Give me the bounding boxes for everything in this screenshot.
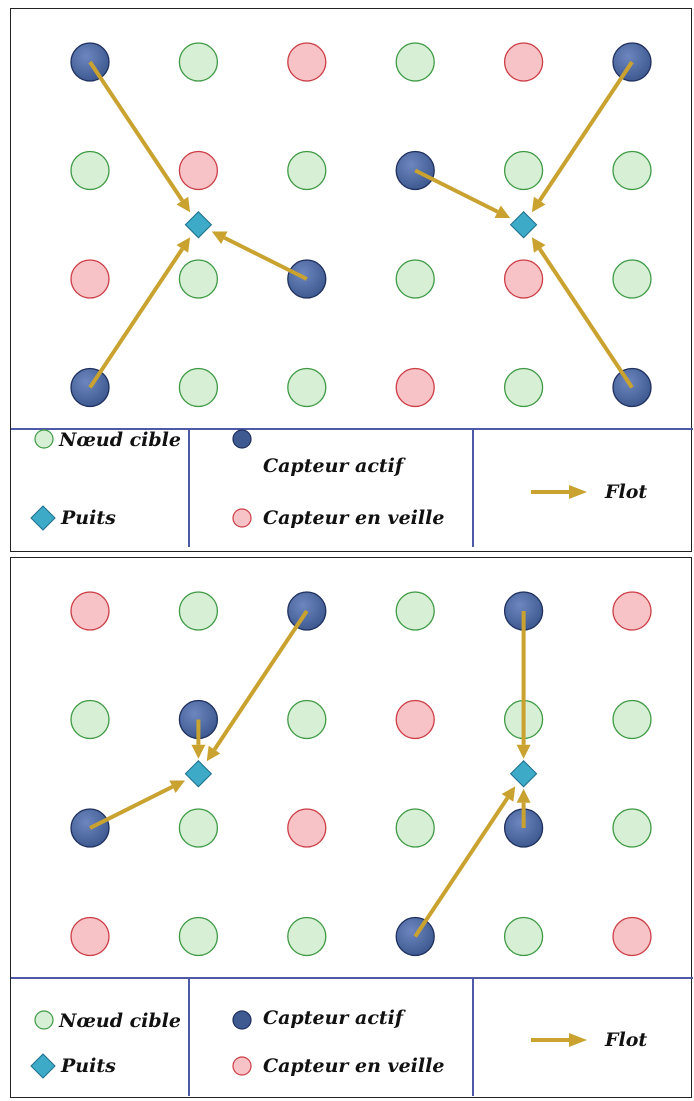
sleep-sensor	[503, 259, 544, 299]
target-node	[395, 591, 435, 631]
flow-arrow	[211, 231, 308, 281]
flow-arrow	[191, 719, 206, 759]
target-node	[503, 367, 544, 408]
sleep-sensor-icon	[232, 1056, 252, 1076]
sleep-sensor	[612, 591, 652, 631]
sleep-sensor	[287, 808, 327, 848]
diagram-2-canvas: Nœud cible Puits Capteur actif Capteur e…	[11, 591, 693, 1096]
flow-arrow	[89, 780, 185, 830]
diagram-2-nodes	[70, 591, 652, 957]
target-node	[178, 367, 219, 408]
flow-arrow	[516, 788, 531, 828]
target-node	[612, 150, 652, 191]
sleep-sensor	[395, 367, 435, 408]
target-node	[395, 42, 435, 82]
sleep-sensor	[503, 42, 544, 82]
legend-flow-label: Flot	[604, 1029, 647, 1051]
diagram-1-canvas: Nœud cible Puits Capteur actif Capteur e…	[11, 42, 693, 547]
diagram-1-flows	[88, 60, 634, 389]
diagram-2-sinks	[184, 760, 538, 788]
target-node	[70, 699, 110, 740]
flow-arrow-icon	[531, 485, 587, 499]
flow-arrow	[88, 60, 191, 213]
target-node	[612, 259, 652, 299]
sink-node	[509, 760, 538, 788]
flow-arrow	[516, 611, 531, 759]
legend-active-label: Capteur actif	[263, 455, 406, 477]
target-node	[287, 367, 327, 408]
legend-1: Nœud cible Puits Capteur actif Capteur e…	[11, 428, 693, 547]
flow-arrow	[531, 237, 634, 389]
sink-node	[184, 211, 213, 239]
target-node	[395, 259, 435, 299]
target-node	[287, 699, 327, 740]
diagram-panel-1: Nœud cible Puits Capteur actif Capteur e…	[10, 8, 693, 552]
target-node-icon	[34, 429, 54, 449]
flow-arrow	[413, 786, 516, 938]
legend-flow-label: Flot	[604, 481, 647, 503]
sink-node	[184, 760, 213, 788]
legend-target-label: Nœud cible	[58, 429, 181, 451]
flow-arrow	[206, 609, 309, 762]
sleep-sensor-icon	[232, 508, 252, 528]
active-sensor-icon	[232, 429, 252, 449]
flow-arrow	[531, 60, 634, 213]
sink-icon	[30, 1053, 56, 1079]
diagram-panel-2: Nœud cible Puits Capteur actif Capteur e…	[10, 557, 693, 1098]
target-node-icon	[34, 1010, 54, 1030]
target-node	[395, 808, 435, 848]
flow-arrow	[88, 237, 191, 389]
target-node	[178, 591, 219, 631]
legend-sleep-label: Capteur en veille	[263, 1055, 444, 1077]
sink-icon	[30, 505, 56, 531]
target-node	[178, 259, 219, 299]
sleep-sensor	[178, 150, 219, 191]
legend-target-label: Nœud cible	[58, 1010, 181, 1032]
legend-active-label: Capteur actif	[263, 1007, 406, 1029]
target-node	[287, 916, 327, 957]
legend-sleep-label: Capteur en veille	[263, 507, 444, 529]
sleep-sensor	[70, 259, 110, 299]
sink-node	[509, 211, 538, 239]
target-node	[503, 150, 544, 191]
legend-sink-label: Puits	[60, 507, 116, 529]
active-sensor-icon	[232, 1010, 252, 1030]
target-node	[178, 808, 219, 848]
flow-arrow-icon	[531, 1033, 587, 1047]
target-node	[612, 808, 652, 848]
sleep-sensor	[287, 42, 327, 82]
sleep-sensor	[70, 591, 110, 631]
flow-arrow	[414, 168, 511, 219]
target-node	[503, 916, 544, 957]
diagram-2-flows	[89, 609, 531, 938]
sleep-sensor	[612, 916, 652, 957]
target-node	[178, 42, 219, 82]
legend-2: Nœud cible Puits Capteur actif Capteur e…	[11, 977, 693, 1096]
sleep-sensor	[395, 699, 435, 740]
target-node	[70, 150, 110, 191]
target-node	[287, 150, 327, 191]
diagram-1-sinks	[184, 211, 538, 239]
sleep-sensor	[70, 916, 110, 957]
legend-sink-label: Puits	[60, 1055, 116, 1077]
diagram-1-nodes	[70, 42, 652, 408]
target-node	[178, 916, 219, 957]
target-node	[612, 699, 652, 740]
